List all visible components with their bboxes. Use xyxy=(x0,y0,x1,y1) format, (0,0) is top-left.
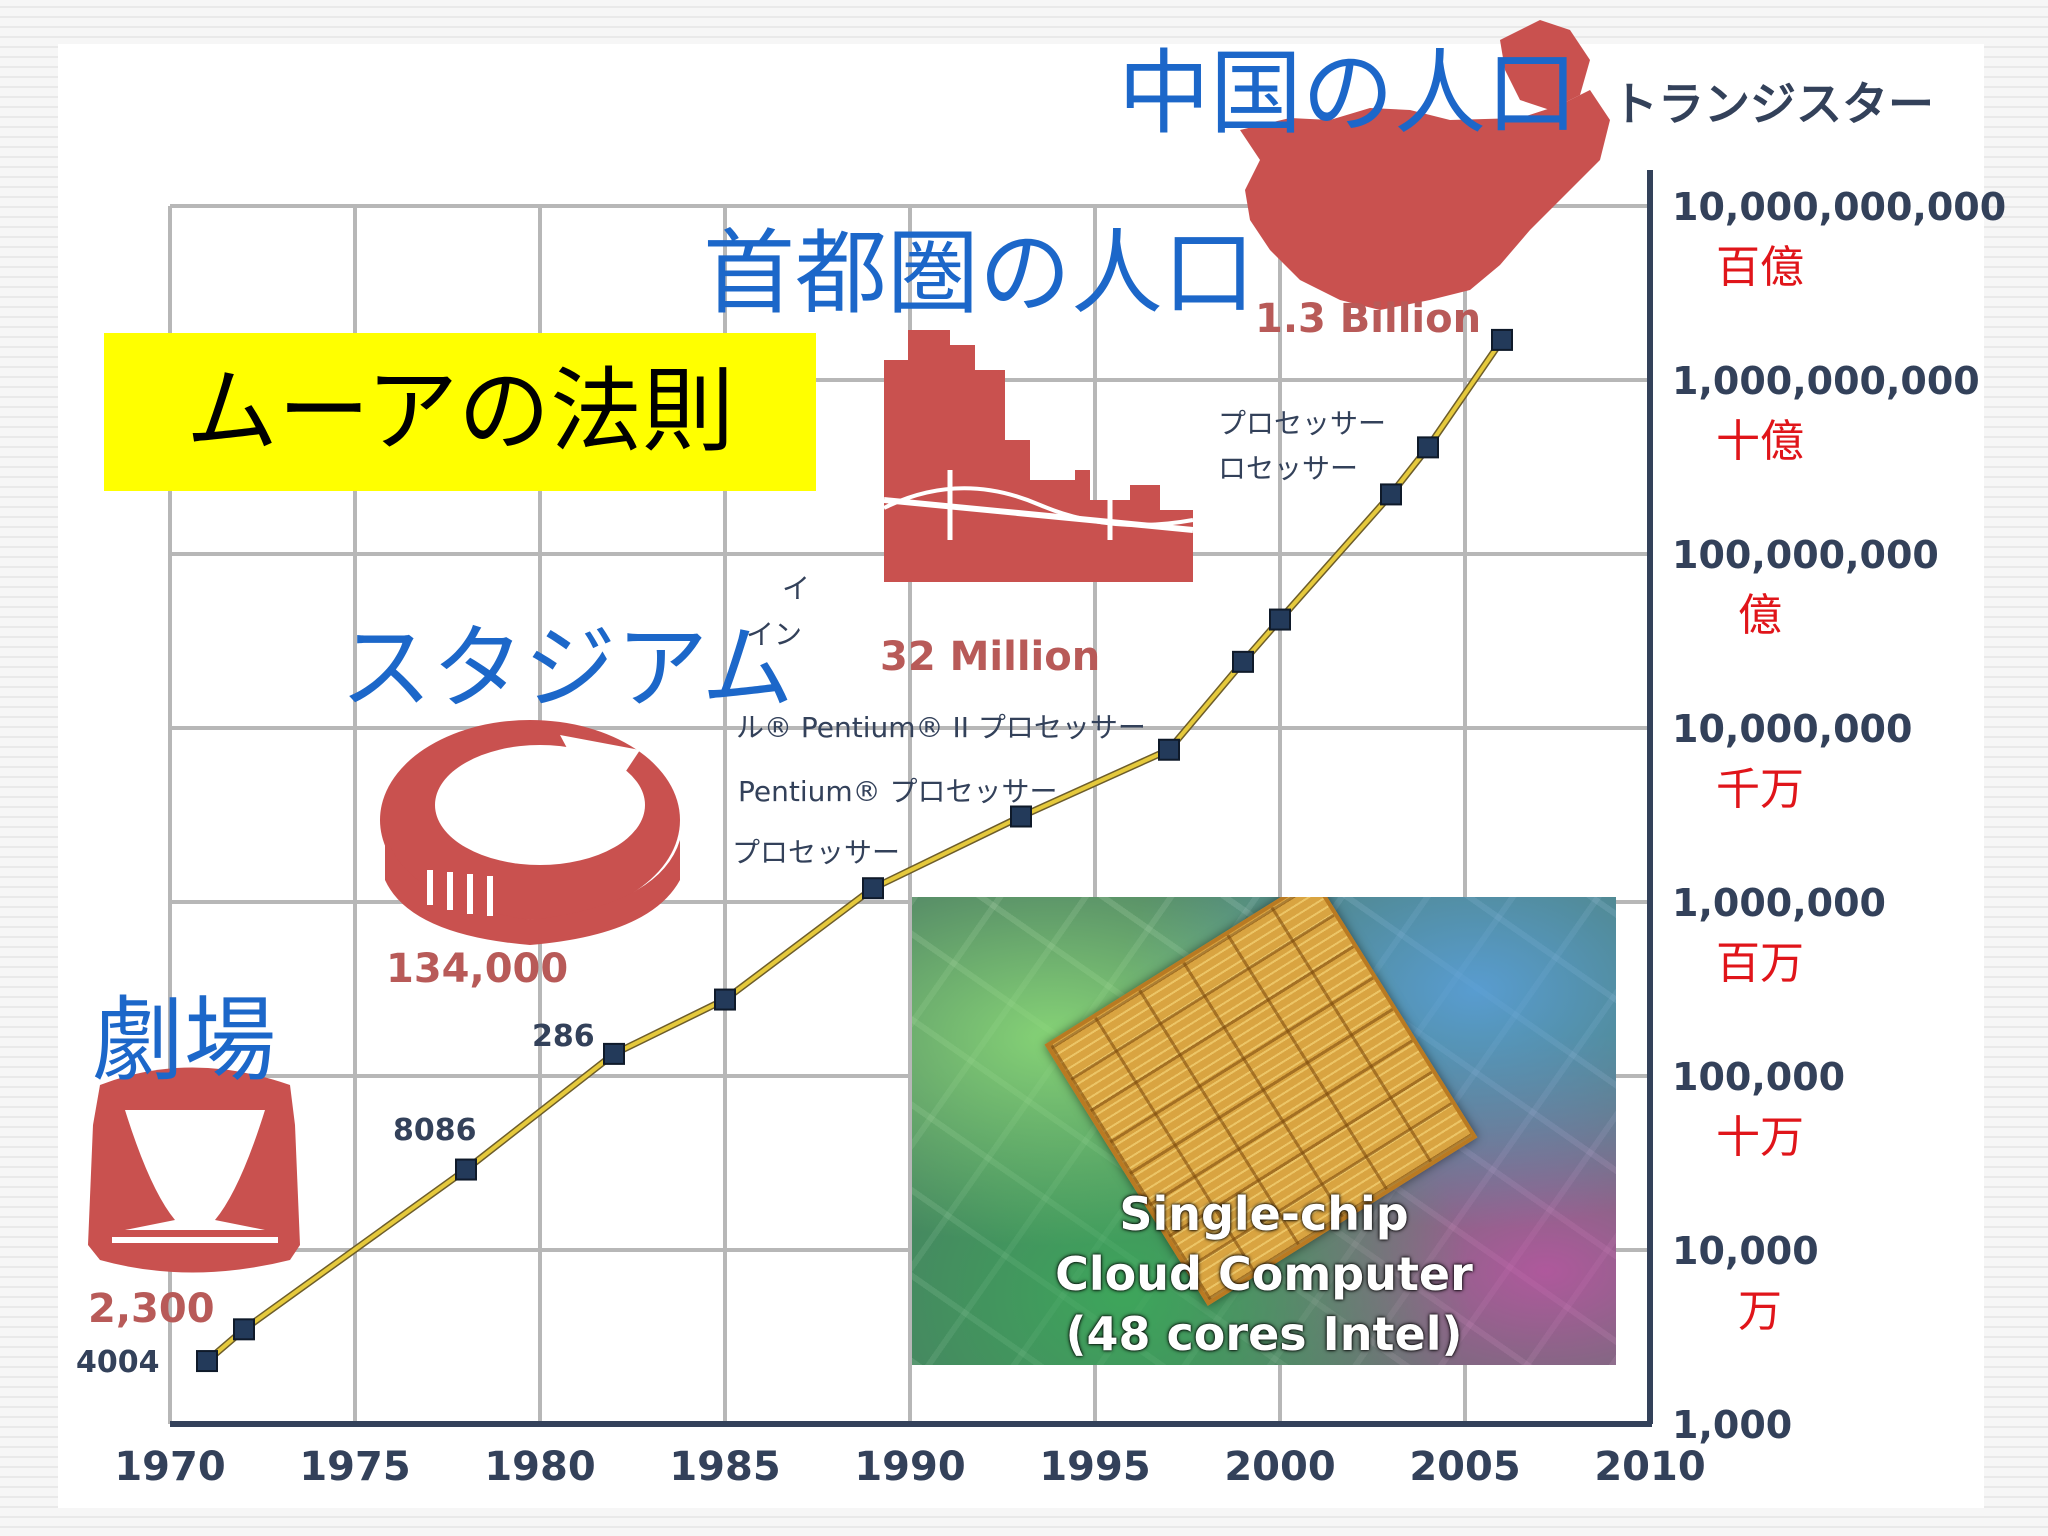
processor-label-partial-b: ロセッサー xyxy=(1218,452,1358,485)
inset-caption-line-3: (48 cores Intel) xyxy=(1065,1307,1463,1361)
y-tick-jp-10000: 万 xyxy=(1738,1286,1782,1337)
data-point-1989 xyxy=(862,877,884,900)
chart-axes xyxy=(170,170,1653,1427)
y-tick-labels: 1,000 10,000 万 100,000 十万 1,000,000 百万 10,000,0… xyxy=(1672,185,2006,1447)
x-tick-label-1970: 1970 xyxy=(114,1444,225,1490)
inset-caption-line-1: Single-chip xyxy=(1119,1187,1409,1241)
china-population-count: 1.3 Billion xyxy=(1255,296,1481,342)
y-tick-jp-1000000: 百万 xyxy=(1716,938,1804,989)
data-point-2004 xyxy=(1417,436,1439,459)
y-tick-label-100000000: 100,000,000 xyxy=(1672,533,1939,577)
china-population-heading: 中国の人口 xyxy=(1118,40,1578,147)
y-tick-jp-100000: 十万 xyxy=(1716,1112,1804,1163)
processor-label-4004: 4004 xyxy=(76,1345,160,1380)
data-point-1993 xyxy=(1010,805,1032,828)
processor-label-partial-d: イン xyxy=(746,618,802,651)
data-point-2003 xyxy=(1380,483,1402,506)
x-tick-label-2010: 2010 xyxy=(1594,1444,1705,1490)
stadium-icon xyxy=(380,720,680,945)
metro-population-count: 32 Million xyxy=(880,634,1100,680)
x-tick-label-1975: 1975 xyxy=(299,1444,410,1490)
y-tick-jp-100000000: 億 xyxy=(1738,590,1782,641)
processor-label-partial-c: イ xyxy=(782,572,810,605)
data-point-2000 xyxy=(1269,608,1291,631)
y-tick-jp-10000000: 千万 xyxy=(1716,764,1804,815)
processor-label-pentium-ii: ル® Pentium® II プロセッサー xyxy=(736,711,1146,744)
processor-label-286: 286 xyxy=(532,1019,595,1054)
x-tick-label-1985: 1985 xyxy=(669,1444,780,1490)
processor-label-partial-a: プロセッサー xyxy=(1218,407,1386,440)
x-tick-label-1980: 1980 xyxy=(484,1444,595,1490)
y-tick-jp-1000000000: 十億 xyxy=(1716,416,1804,467)
y-tick-jp-10000000000: 百億 xyxy=(1716,242,1804,293)
data-point-1999 xyxy=(1232,650,1254,673)
y-tick-label-1000000000: 1,000,000,000 xyxy=(1672,359,1980,403)
skyline-icon xyxy=(883,330,1194,582)
x-tick-label-2005: 2005 xyxy=(1409,1444,1520,1490)
theater-heading: 劇場 xyxy=(92,987,276,1094)
theater-curtain-icon xyxy=(88,1067,300,1273)
x-tick-label-2000: 2000 xyxy=(1224,1444,1335,1490)
slide-title: ムーアの法則 xyxy=(185,358,735,465)
data-point-1982 xyxy=(603,1042,625,1065)
theater-population-count: 2,300 xyxy=(88,1286,215,1332)
processor-label-generic: プロセッサー xyxy=(732,836,900,869)
inset-caption-line-2: Cloud Computer xyxy=(1055,1247,1473,1301)
title-highlight-box xyxy=(104,333,816,491)
processor-label-8086: 8086 xyxy=(393,1113,477,1148)
data-point-1971 xyxy=(196,1350,218,1373)
processor-die-image xyxy=(1044,897,1478,1306)
data-point-1972 xyxy=(233,1318,255,1341)
single-chip-cloud-computer-photo: Single-chip Cloud Computer (48 cores Int… xyxy=(912,897,1616,1365)
y-axis-title: トランジスター xyxy=(1612,77,1934,131)
processor-label-pentium: Pentium® プロセッサー xyxy=(738,775,1058,808)
data-point-2006 xyxy=(1491,328,1513,351)
y-tick-label-1000000: 1,000,000 xyxy=(1672,881,1886,925)
data-point-1985 xyxy=(714,988,736,1011)
x-tick-label-1990: 1990 xyxy=(854,1444,965,1490)
data-point-1997 xyxy=(1158,738,1180,761)
x-tick-labels: 1970 1975 1980 1985 1990 1995 2000 2005 2010 xyxy=(114,1444,1705,1490)
y-tick-label-10000: 10,000 xyxy=(1672,1229,1819,1273)
series-transistor-count xyxy=(196,328,1513,1373)
metro-population-heading: 首都圏の人口 xyxy=(703,220,1255,327)
y-tick-label-10000000000: 10,000,000,000 xyxy=(1672,185,2006,229)
stadium-heading: スタジアム xyxy=(340,615,794,722)
stadium-population-count: 134,000 xyxy=(386,946,568,992)
data-point-1978 xyxy=(455,1158,477,1181)
y-tick-label-1000: 1,000 xyxy=(1672,1403,1792,1447)
y-tick-label-10000000: 10,000,000 xyxy=(1672,707,1912,751)
x-tick-label-1995: 1995 xyxy=(1039,1444,1150,1490)
china-map-icon xyxy=(1240,20,1610,310)
y-tick-label-100000: 100,000 xyxy=(1672,1055,1845,1099)
